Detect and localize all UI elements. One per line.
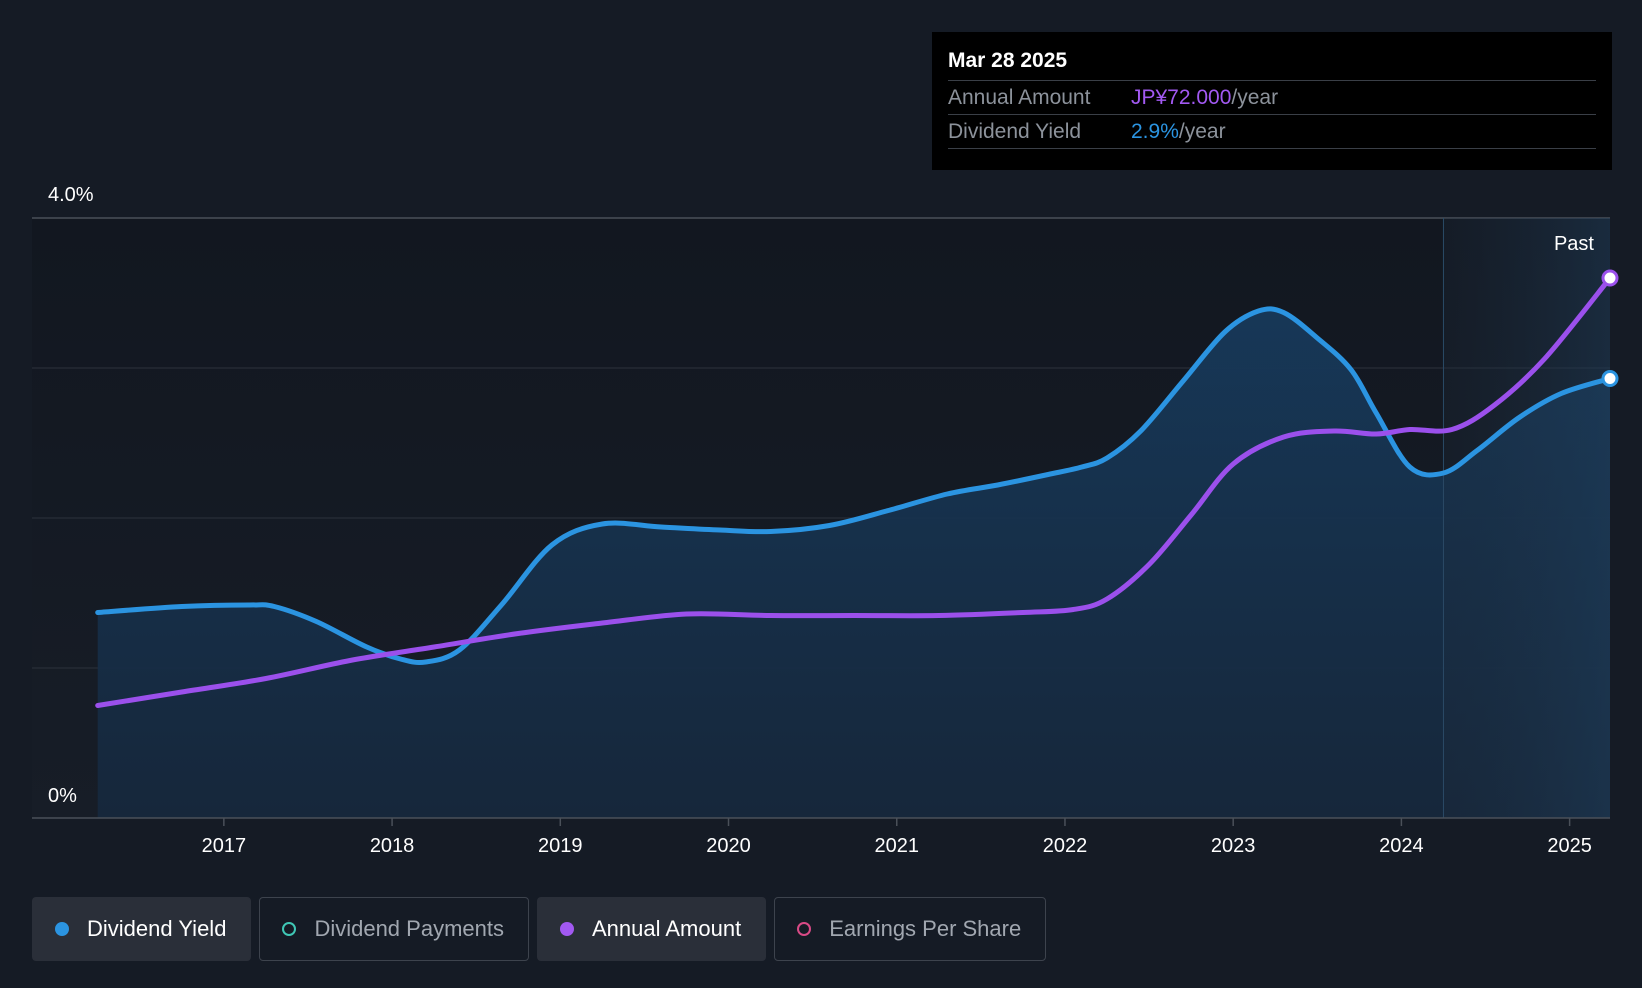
x-tick-label: 2017 [202,835,247,857]
x-tick-label: 2023 [1211,835,1256,857]
tooltip-label: Dividend Yield [948,120,1082,143]
x-tick-label: 2025 [1547,835,1592,857]
y-axis-bottom-label: 0% [48,785,77,807]
past-region [1443,218,1610,818]
x-tick-label: 2024 [1379,835,1424,857]
dividend-yield-line [95,306,1613,666]
tooltip-row-annual-amount: Annual Amount JP¥72.000 /year [948,80,1596,114]
legend-dot-icon [559,922,574,936]
annual-amount-line [95,275,1613,708]
tooltip-unit: /year [1178,120,1226,143]
tooltip-label: Annual Amount [948,86,1091,109]
legend-dividend-yield[interactable]: Dividend Yield [32,897,252,961]
tooltip-date: Mar 28 2025 [948,49,1068,72]
x-tick-label: 2020 [706,835,751,857]
legend-dot-icon [55,922,69,936]
past-label: Past [1554,233,1594,255]
legend-annual-amount[interactable]: Annual Amount [536,897,767,961]
hover-tooltip: Mar 28 2025 Annual Amount JP¥72.000 /yea… [932,32,1612,170]
legend-dividend-payments[interactable]: Dividend Payments [259,897,529,961]
x-tick-label: 2022 [1043,835,1088,857]
x-tick-label: 2018 [370,835,415,857]
legend-earnings-per-share[interactable]: Earnings Per Share [774,897,1047,961]
chart-legend: Dividend Yield Dividend Payments Annual … [32,897,1047,961]
legend-ring-icon [797,922,812,936]
legend-label: Earnings Per Share [829,916,1022,941]
y-axis-top-label: 4.0% [48,184,94,206]
x-tick-label: 2019 [538,835,583,857]
annual-amount-end-marker[interactable] [1601,269,1619,287]
legend-label: Dividend Payments [314,916,504,941]
tooltip-value: JP¥72.000 [1131,86,1232,109]
tooltip-row-dividend-yield: Dividend Yield 2.9% /year [948,114,1596,149]
dividend-yield-end-marker[interactable] [1601,370,1619,387]
dividend-yield-area [97,308,1611,818]
legend-ring-icon [282,922,297,936]
x-tick-label: 2021 [874,835,919,857]
tooltip-value: 2.9% [1131,120,1179,143]
legend-label: Dividend Yield [87,916,227,941]
x-axis-ticks: 2017 2018 2019 2020 2021 2022 2023 2024 2025 [202,818,1592,857]
legend-label: Annual Amount [591,916,742,941]
tooltip-unit: /year [1231,86,1279,109]
